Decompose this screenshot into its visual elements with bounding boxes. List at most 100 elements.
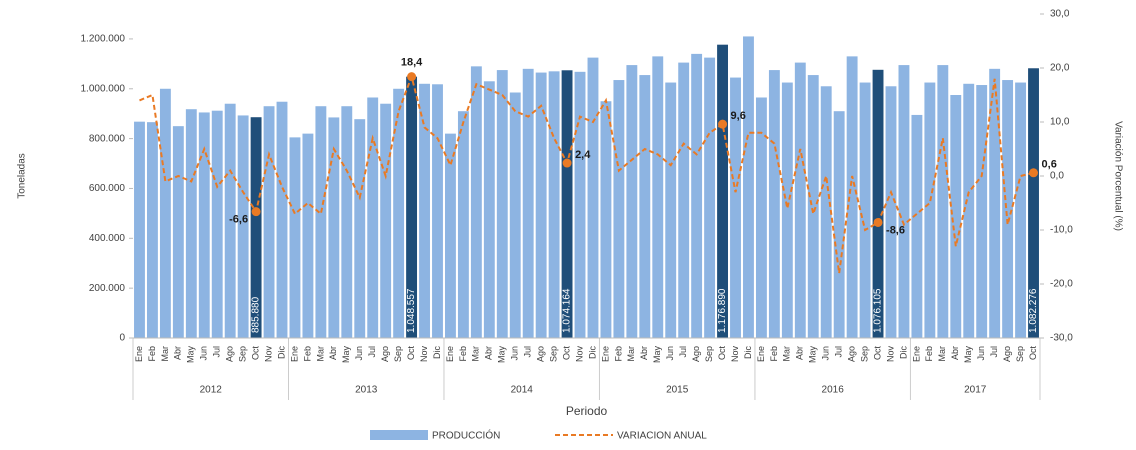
x-tick-label: Oct [250, 346, 260, 361]
x-tick-label: Feb [302, 346, 312, 362]
x-tick-label: Ago [691, 346, 701, 362]
bar [872, 69, 884, 339]
line [139, 73, 1034, 274]
bar [626, 65, 638, 338]
bar [781, 82, 793, 339]
group-label: 2015 [666, 385, 689, 396]
x-tick-label: Dic [898, 346, 908, 359]
x-tick-label: Dic [743, 346, 753, 359]
bar-value-label: 1.074.164 [562, 288, 573, 333]
bar [639, 75, 651, 339]
x-tick-label: Abr [639, 346, 649, 360]
y2-tick-label: 30,0 [1050, 9, 1070, 20]
line-value-label: 18,4 [401, 57, 423, 69]
y2-tick-label: 0,0 [1050, 171, 1064, 182]
bar [328, 117, 340, 338]
bar [911, 114, 923, 338]
line-marker [251, 207, 261, 217]
x-tick-label: Ago [380, 346, 390, 362]
bar [976, 85, 988, 339]
bar [289, 137, 301, 338]
x-tick-label: Ene [134, 346, 144, 362]
x-tick-label: Jun [199, 346, 209, 361]
bar [367, 97, 379, 338]
x-tick-label: Nov [885, 346, 895, 363]
bar [419, 83, 430, 339]
x-tick-label: Ene [445, 346, 455, 362]
x-tick-label: Ago [536, 346, 546, 362]
x-tick-label: May [497, 346, 507, 364]
x-tick-label: Jul [989, 346, 999, 358]
bar [185, 109, 197, 339]
x-tick-label: Nov [419, 346, 429, 363]
bar-value-label: 1.076.105 [873, 288, 884, 333]
bar [613, 80, 625, 339]
bar [445, 133, 456, 338]
x-tick-label: Dic [276, 346, 286, 359]
bar [276, 101, 288, 338]
bar [1002, 80, 1014, 339]
bar-value-label: 885.880 [251, 296, 262, 333]
bar [652, 56, 664, 338]
y-tick-label: 600.000 [89, 183, 126, 194]
x-tick-label: Ene [756, 346, 766, 362]
bar [302, 133, 314, 338]
x-tick-label: Feb [924, 346, 934, 362]
x-tick-label: Feb [147, 346, 157, 362]
x-tick-label: Jul [212, 346, 222, 358]
x-tick-label: Nov [263, 346, 273, 363]
y2-tick-label: -30,0 [1050, 333, 1073, 344]
x-tick-label: Feb [458, 346, 468, 362]
x-tick-label: Ago [225, 346, 235, 362]
y-tick-label: 800.000 [89, 133, 126, 144]
legend-label: VARIACION ANUAL [617, 431, 707, 442]
x-tick-label: Sep [393, 346, 403, 362]
bar [548, 71, 560, 339]
x-tick-label: May [341, 346, 351, 364]
bar [134, 121, 145, 338]
group-label: 2014 [511, 385, 534, 396]
x-tick-label: Oct [561, 346, 571, 361]
x-tick-label: Ene [289, 346, 299, 362]
bar [807, 75, 819, 339]
x-tick-label: Sep [548, 346, 558, 362]
bar [457, 111, 469, 338]
group-label: 2016 [822, 385, 845, 396]
bar [885, 86, 897, 339]
bar [509, 92, 521, 338]
bar [846, 56, 858, 338]
x-tick-label: Jun [821, 346, 831, 361]
bar [224, 103, 236, 338]
y2-tick-label: 20,0 [1050, 63, 1070, 74]
line-value-label: 9,6 [731, 110, 746, 122]
bar [924, 82, 936, 339]
bar [768, 70, 780, 339]
line-marker [407, 72, 417, 82]
bar [794, 62, 806, 338]
bar [859, 82, 871, 339]
bar [600, 101, 612, 338]
x-tick-label: Abr [173, 346, 183, 360]
x-tick-label: Oct [406, 346, 416, 361]
x-tick-label: Oct [872, 346, 882, 361]
x-tick-label: Oct [1028, 346, 1038, 361]
x-tick-label: Mar [160, 346, 170, 362]
x-tick-label: Feb [769, 346, 779, 362]
x-tick-label: Sep [704, 346, 714, 362]
line-marker [562, 158, 572, 168]
x-tick-label: Jul [834, 346, 844, 358]
bar [561, 70, 573, 338]
x-tick-label: Mar [782, 346, 792, 362]
x-tick-label: Ago [846, 346, 856, 362]
line-value-label: 0,6 [1042, 159, 1057, 171]
bar [755, 97, 767, 338]
legend-label: PRODUCCIÓN [432, 429, 500, 442]
bar [159, 88, 171, 339]
y2-tick-label: -10,0 [1050, 225, 1073, 236]
x-tick-label: May [963, 346, 973, 364]
x-tick-label: Jun [510, 346, 520, 361]
x-tick-label: Abr [950, 346, 960, 360]
y-tick-label: 1.000.000 [81, 83, 126, 94]
bar [691, 53, 703, 338]
